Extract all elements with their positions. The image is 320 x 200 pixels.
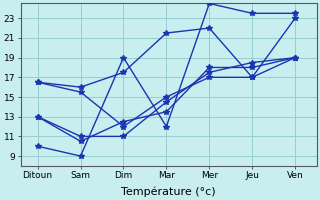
X-axis label: Température (°c): Température (°c) <box>121 186 216 197</box>
